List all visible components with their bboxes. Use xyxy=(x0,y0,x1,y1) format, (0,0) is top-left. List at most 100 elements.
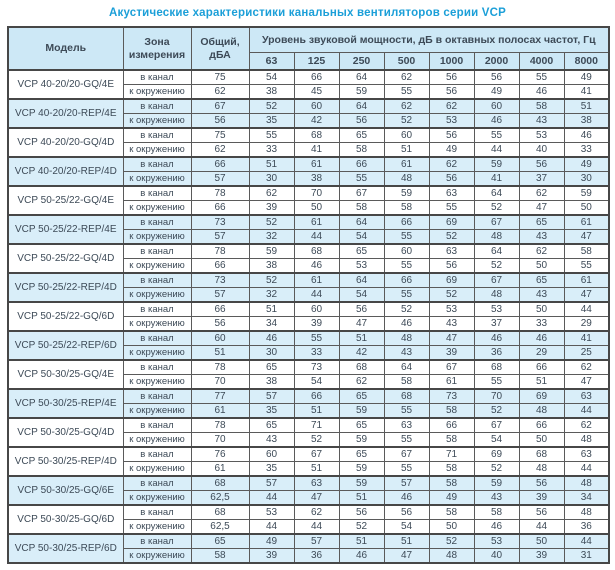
sound-power-value-cell: 52 xyxy=(473,403,520,419)
sound-power-value-cell: 65 xyxy=(518,272,565,288)
sound-power-value-cell: 70 xyxy=(293,185,340,201)
sound-power-value-cell: 44 xyxy=(293,229,340,245)
measurement-zone-cell: к окружению xyxy=(122,229,192,245)
table-row: к окружению 61 35 51 59 55 58 52 48 44 xyxy=(8,403,610,419)
sound-power-value-cell: 67 xyxy=(473,214,520,230)
sound-power-value-cell: 56 xyxy=(518,504,565,520)
sound-power-value-cell: 51 xyxy=(383,533,430,549)
measurement-zone-cell: в канал xyxy=(122,156,192,172)
measurement-zone-cell: к окружению xyxy=(122,84,192,100)
sound-power-value-cell: 65 xyxy=(248,417,295,433)
sound-power-value-cell: 39 xyxy=(248,548,295,564)
sound-power-value-cell: 56 xyxy=(428,69,475,85)
frequency-column-header: 2000 xyxy=(473,52,520,71)
sound-power-value-cell: 55 xyxy=(383,84,430,100)
sound-power-value-cell: 44 xyxy=(473,142,520,158)
measurement-zone-cell: в канал xyxy=(122,243,192,259)
sound-power-value-cell: 60 xyxy=(293,98,340,114)
sound-power-value-cell: 55 xyxy=(383,461,430,477)
total-dba-cell: 57 xyxy=(190,229,250,245)
sound-power-value-cell: 53 xyxy=(428,113,475,129)
sound-power-value-cell: 43 xyxy=(518,113,565,129)
sound-power-value-cell: 52 xyxy=(473,258,520,274)
total-dba-cell: 66 xyxy=(190,301,250,317)
measurement-zone-cell: к окружению xyxy=(122,171,192,187)
frequency-column-header: 250 xyxy=(338,52,385,71)
model-cell: VCP 50-25/22-GQ/4D xyxy=(7,243,124,274)
sound-power-value-cell: 52 xyxy=(383,113,430,129)
sound-power-value-cell: 58 xyxy=(473,504,520,520)
table-row: к окружению 57 32 44 54 55 52 48 43 47 xyxy=(8,287,610,303)
measurement-zone-cell: в канал xyxy=(122,533,192,549)
total-dba-cell: 56 xyxy=(190,113,250,129)
sound-power-value-cell: 66 xyxy=(293,388,340,404)
sound-power-value-cell: 62 xyxy=(518,243,565,259)
total-dba-cell: 62 xyxy=(190,84,250,100)
sound-power-value-cell: 58 xyxy=(428,475,475,491)
measurement-zone-cell: к окружению xyxy=(122,374,192,390)
sound-power-value-cell: 45 xyxy=(293,84,340,100)
sound-power-value-cell: 56 xyxy=(428,171,475,187)
sound-power-value-cell: 61 xyxy=(293,272,340,288)
sound-power-value-cell: 58 xyxy=(383,200,430,216)
sound-power-value-cell: 49 xyxy=(248,533,295,549)
sound-power-value-cell: 51 xyxy=(338,490,385,506)
sound-power-value-cell: 51 xyxy=(563,98,610,114)
sound-power-value-cell: 46 xyxy=(473,330,520,346)
total-dba-cell: 62 xyxy=(190,142,250,158)
sound-power-value-cell: 30 xyxy=(248,345,295,361)
total-dba-cell: 73 xyxy=(190,272,250,288)
sound-power-value-cell: 59 xyxy=(473,475,520,491)
sound-power-value-cell: 33 xyxy=(248,142,295,158)
sound-power-value-cell: 44 xyxy=(293,287,340,303)
sound-power-value-cell: 55 xyxy=(383,287,430,303)
sound-power-value-cell: 58 xyxy=(338,142,385,158)
sound-power-value-cell: 46 xyxy=(383,490,430,506)
sound-power-value-cell: 60 xyxy=(248,446,295,462)
measurement-zone-cell: к окружению xyxy=(122,548,192,564)
sound-power-value-cell: 63 xyxy=(293,475,340,491)
measurement-zone-cell: к окружению xyxy=(122,316,192,332)
total-dba-cell: 66 xyxy=(190,200,250,216)
sound-power-value-cell: 48 xyxy=(563,504,610,520)
sound-power-value-cell: 59 xyxy=(338,475,385,491)
total-dba-cell: 56 xyxy=(190,316,250,332)
page-title: Акустические характеристики канальных ве… xyxy=(108,7,507,19)
sound-power-value-cell: 46 xyxy=(338,548,385,564)
table-row: VCP 40-20/20-REP/4D в канал 66 51 61 66 61 62 59… xyxy=(7,156,610,187)
frequency-column-header: 4000 xyxy=(518,52,565,71)
sound-power-value-cell: 30 xyxy=(248,171,295,187)
total-dba-cell: 78 xyxy=(190,417,250,433)
sound-power-value-cell: 44 xyxy=(563,461,610,477)
sound-power-value-cell: 59 xyxy=(248,243,295,259)
frequency-column-header: 8000 xyxy=(563,52,610,71)
sound-power-value-cell: 53 xyxy=(518,127,565,143)
sound-power-value-cell: 33 xyxy=(518,316,565,332)
sound-power-value-cell: 65 xyxy=(338,127,385,143)
sound-power-value-cell: 52 xyxy=(383,301,430,317)
sound-power-value-cell: 54 xyxy=(383,519,430,535)
sound-power-value-cell: 44 xyxy=(293,519,340,535)
sound-power-value-cell: 51 xyxy=(248,301,295,317)
sound-power-value-cell: 38 xyxy=(248,258,295,274)
sound-power-value-cell: 68 xyxy=(518,446,565,462)
sound-power-value-cell: 38 xyxy=(293,171,340,187)
sound-power-value-cell: 58 xyxy=(428,461,475,477)
sound-power-value-cell: 56 xyxy=(473,69,520,85)
sound-power-value-cell: 58 xyxy=(428,504,475,520)
total-dba-cell: 66 xyxy=(190,156,250,172)
sound-power-value-cell: 69 xyxy=(428,214,475,230)
table-row: VCP 50-25/22-GQ/4D в канал 78 59 68 65 60 63 64 6… xyxy=(7,243,610,274)
sound-power-value-cell: 47 xyxy=(563,287,610,303)
sound-power-value-cell: 62 xyxy=(428,156,475,172)
total-dba-cell: 67 xyxy=(190,98,250,114)
model-cell: VCP 40-20/20-REP/4E xyxy=(7,98,124,129)
table-row: VCP 50-30/25-GQ/4D в канал 78 65 71 65 63 66 67 6… xyxy=(7,417,610,448)
sound-power-value-cell: 61 xyxy=(563,272,610,288)
sound-power-value-cell: 50 xyxy=(518,432,565,448)
sound-power-value-cell: 62 xyxy=(563,359,610,375)
sound-power-value-cell: 57 xyxy=(248,475,295,491)
measurement-zone-cell: в канал xyxy=(122,127,192,143)
measurement-zone-cell: в канал xyxy=(122,69,192,85)
header-sound-power-level: Уровень звуковой мощности, дБ в октавных… xyxy=(248,26,610,53)
